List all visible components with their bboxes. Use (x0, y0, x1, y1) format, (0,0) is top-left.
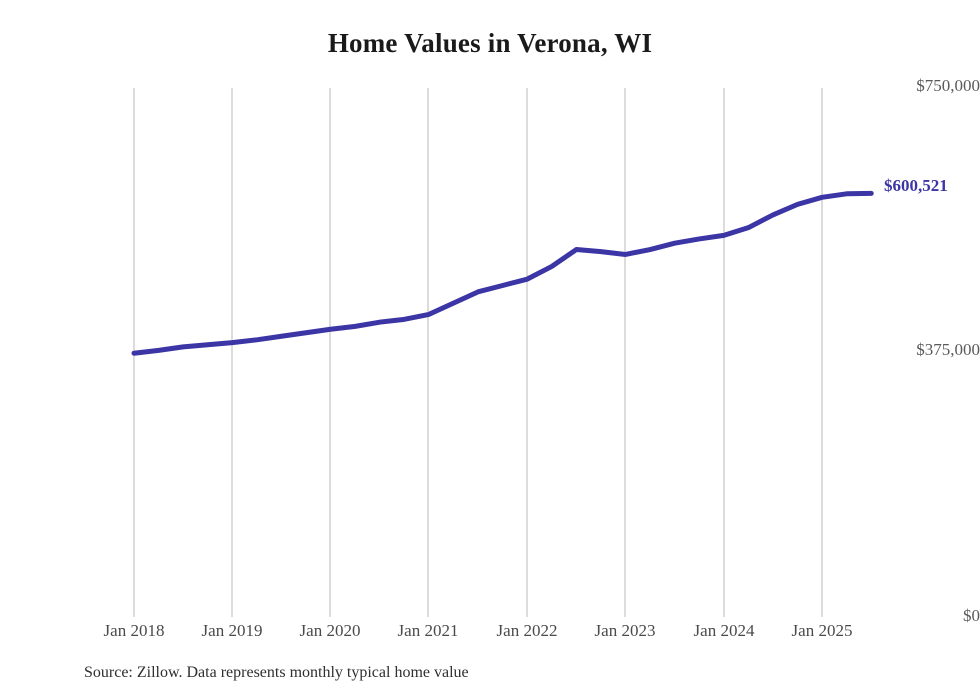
x-axis-label-jan-2025: Jan 2025 (791, 621, 853, 640)
chart-title: Home Values in Verona, WI (327, 28, 653, 58)
source-note: Source: Zillow. Data represents monthly … (84, 664, 469, 681)
y-axis-label-750000: $750,000 (916, 76, 980, 95)
x-axis-label-jan-2024: Jan 2024 (693, 621, 755, 640)
x-axis-label-jan-2020: Jan 2020 (299, 621, 361, 640)
y-axis-label-0: $0 (963, 606, 980, 625)
vertical-gridlines (133, 88, 823, 617)
x-axis-label-jan-2023: Jan 2023 (594, 621, 656, 640)
end-value-annotation: $600,521 (884, 176, 948, 195)
home-value-line-series (131, 190, 874, 356)
y-axis-label-375000: $375,000 (916, 340, 980, 359)
x-axis-label-jan-2019: Jan 2019 (201, 621, 263, 640)
x-axis-label-jan-2022: Jan 2022 (496, 621, 558, 640)
x-axis-label-jan-2021: Jan 2021 (397, 621, 459, 640)
x-axis-label-jan-2018: Jan 2018 (103, 621, 165, 640)
